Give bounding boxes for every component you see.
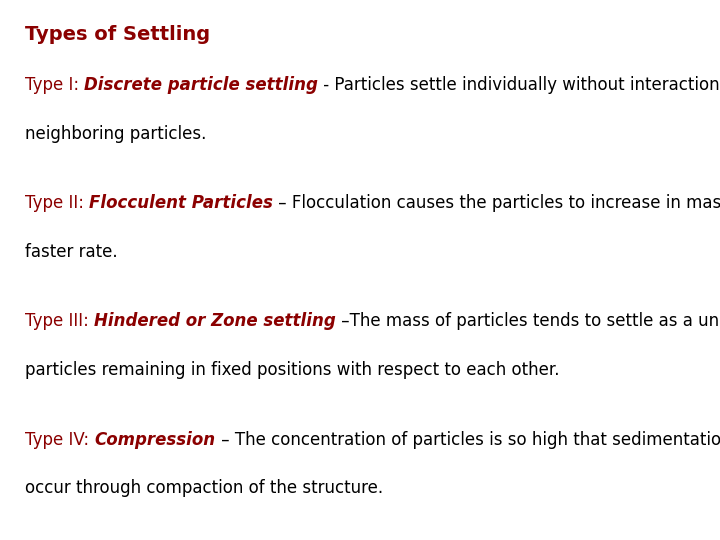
Text: Type II:: Type II:	[25, 194, 89, 212]
Text: - Particles settle individually without interaction with: - Particles settle individually without …	[318, 76, 720, 94]
Text: particles remaining in fixed positions with respect to each other.: particles remaining in fixed positions w…	[25, 361, 559, 379]
Text: Hindered or Zone settling: Hindered or Zone settling	[94, 313, 336, 330]
Text: faster rate.: faster rate.	[25, 243, 117, 261]
Text: Type IV:: Type IV:	[25, 430, 94, 449]
Text: neighboring particles.: neighboring particles.	[25, 125, 207, 143]
Text: Discrete particle settling: Discrete particle settling	[84, 76, 318, 94]
Text: Types of Settling: Types of Settling	[25, 25, 210, 44]
Text: – Flocculation causes the particles to increase in mass and settle at a: – Flocculation causes the particles to i…	[273, 194, 720, 212]
Text: Compression: Compression	[94, 430, 215, 449]
Text: occur through compaction of the structure.: occur through compaction of the structur…	[25, 479, 383, 497]
Text: – The concentration of particles is so high that sedimentation can only: – The concentration of particles is so h…	[215, 430, 720, 449]
Text: Flocculent Particles: Flocculent Particles	[89, 194, 273, 212]
Text: Type I:: Type I:	[25, 76, 84, 94]
Text: Type III:: Type III:	[25, 313, 94, 330]
Text: –The mass of particles tends to settle as a unit with individual: –The mass of particles tends to settle a…	[336, 313, 720, 330]
